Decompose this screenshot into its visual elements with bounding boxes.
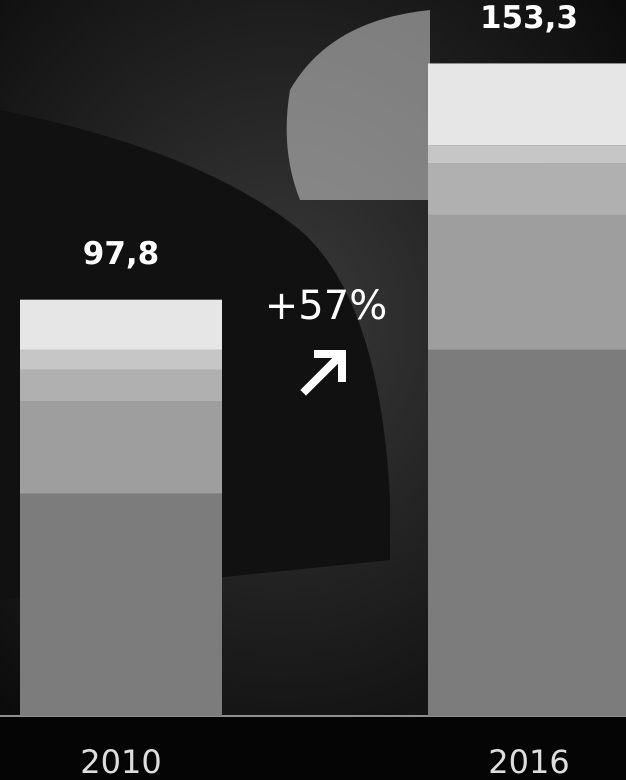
bar-segment xyxy=(428,163,626,215)
floor-band xyxy=(0,716,626,780)
bar-segment xyxy=(20,349,222,370)
bar-segment xyxy=(428,349,626,716)
bar-segment xyxy=(20,401,222,494)
car-silhouette xyxy=(286,10,430,200)
bar-segment xyxy=(428,63,626,146)
bar-segment xyxy=(20,299,222,350)
total-label: 97,8 xyxy=(83,236,160,272)
bar-segment xyxy=(20,493,222,716)
x-tick-label: 2016 xyxy=(488,743,569,780)
x-tick-label: 2010 xyxy=(80,743,161,780)
bar-segment xyxy=(20,369,222,402)
bar-segment xyxy=(428,145,626,164)
growth-arrow xyxy=(300,350,346,396)
total-label: 153,3 xyxy=(480,0,578,36)
bar-segment xyxy=(428,214,626,350)
growth-annotation: +57% xyxy=(265,283,387,329)
